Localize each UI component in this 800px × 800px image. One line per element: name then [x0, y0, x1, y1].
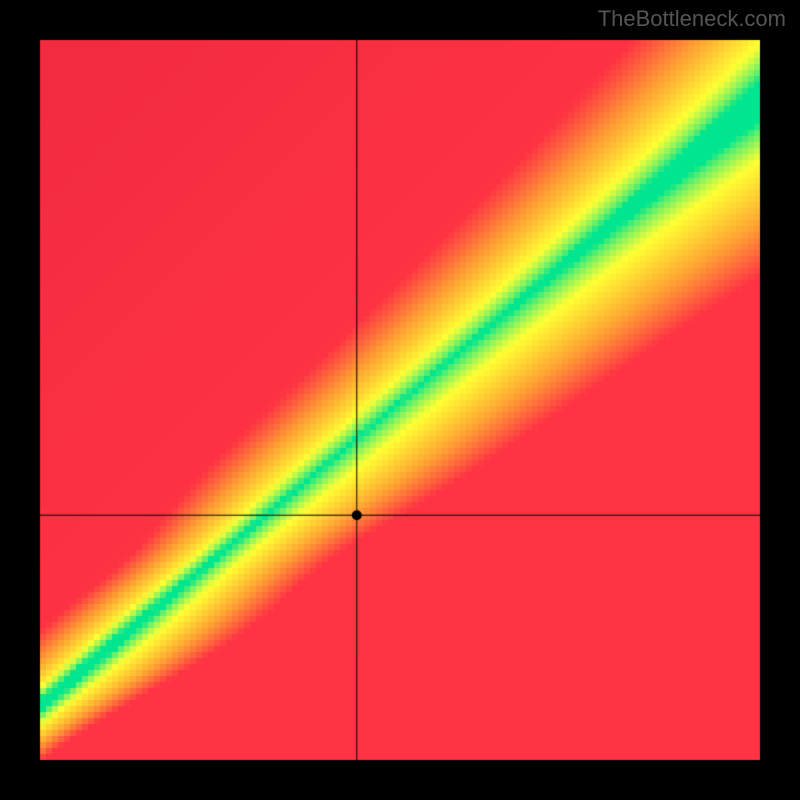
chart-container: TheBottleneck.com [0, 0, 800, 800]
heatmap-canvas [0, 0, 800, 800]
watermark-label: TheBottleneck.com [598, 6, 786, 32]
